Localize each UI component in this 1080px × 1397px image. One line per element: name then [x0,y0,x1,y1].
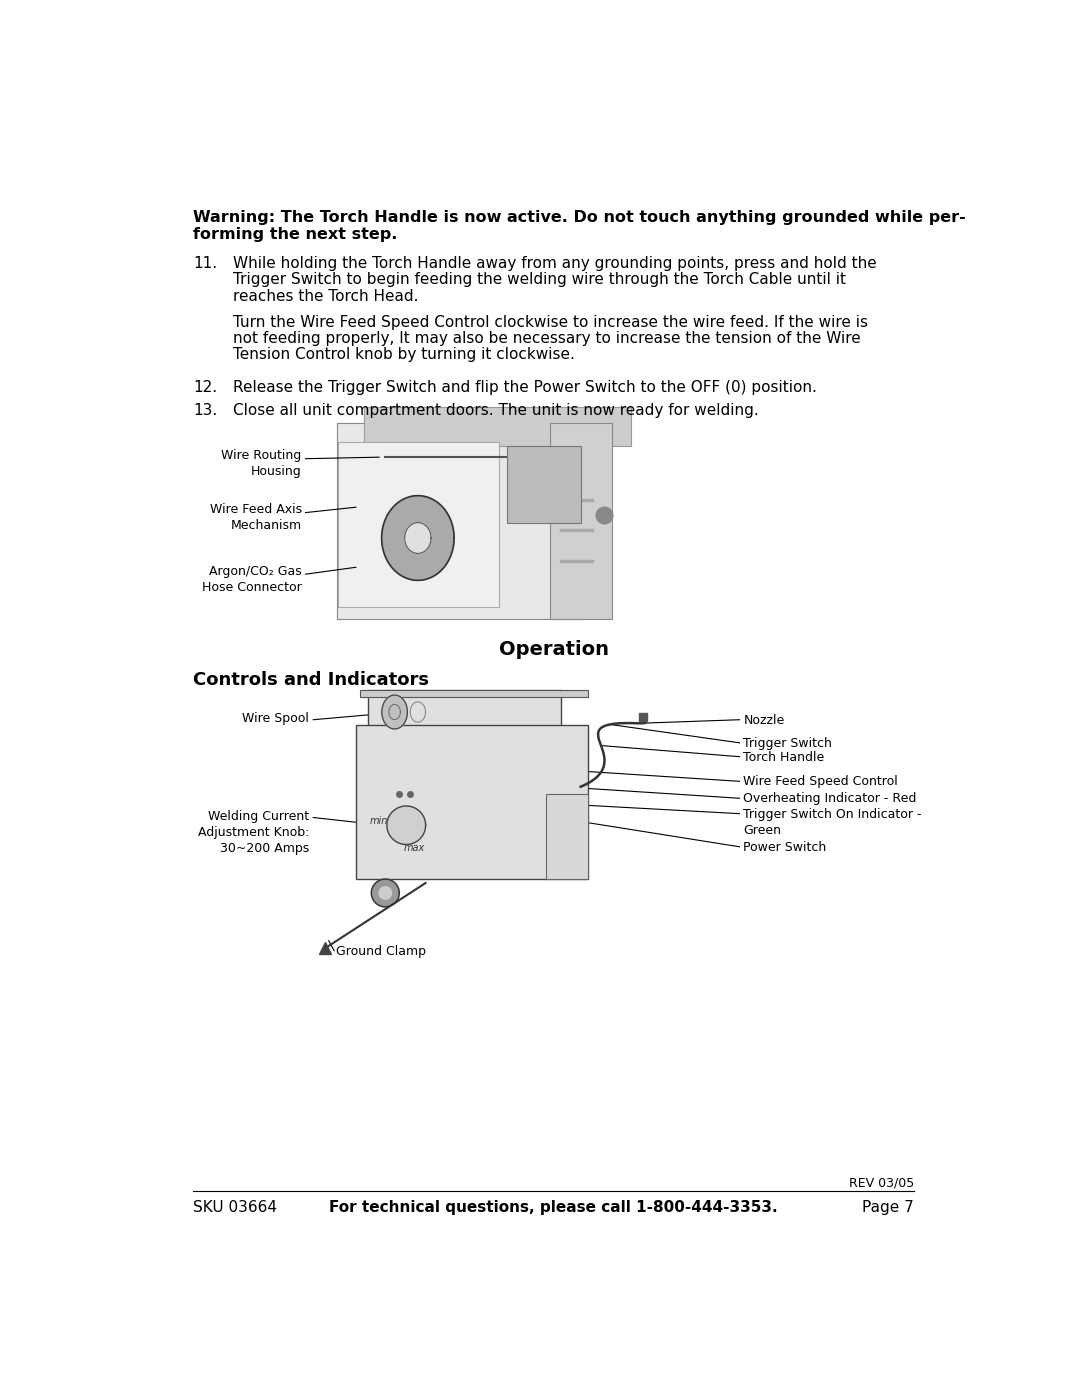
Text: Trigger Switch: Trigger Switch [743,736,833,750]
Bar [545,795,589,879]
Polygon shape [379,887,392,900]
Text: SKU 03664: SKU 03664 [193,1200,278,1215]
Text: Release the Trigger Switch and flip the Power Switch to the OFF (0) position.: Release the Trigger Switch and flip the … [233,380,818,395]
Text: forming the next step.: forming the next step. [193,226,397,242]
Text: Turn the Wire Feed Speed Control clockwise to increase the wire feed. If the wir: Turn the Wire Feed Speed Control clockwi… [233,314,868,330]
Text: 11.: 11. [193,256,217,271]
Text: Wire Routing
Housing: Wire Routing Housing [221,450,301,478]
Text: Controls and Indicators: Controls and Indicators [193,671,429,689]
Text: Operation: Operation [499,640,608,659]
Text: Close all unit compartment doors. The unit is now ready for welding.: Close all unit compartment doors. The un… [233,404,759,418]
Text: not feeding properly, It may also be necessary to increase the tension of the Wi: not feeding properly, It may also be nec… [233,331,861,346]
Polygon shape [387,806,426,844]
Text: 13.: 13. [193,404,217,418]
Bar [550,422,611,619]
Bar [364,407,631,446]
Text: REV 03/05: REV 03/05 [849,1176,914,1189]
Text: Trigger Switch On Indicator -
Green: Trigger Switch On Indicator - Green [743,807,922,837]
Bar [507,446,581,522]
Text: Wire Feed Speed Control: Wire Feed Speed Control [743,775,899,788]
Text: While holding the Torch Handle away from any grounding points, press and hold th: While holding the Torch Handle away from… [233,256,877,271]
Text: Wire Feed Axis
Mechanism: Wire Feed Axis Mechanism [210,503,301,532]
Text: Wire Spool: Wire Spool [243,712,309,725]
Text: Argon/CO₂ Gas
Hose Connector: Argon/CO₂ Gas Hose Connector [202,564,301,594]
Text: Tension Control knob by turning it clockwise.: Tension Control knob by turning it clock… [233,346,576,362]
Text: Page 7: Page 7 [862,1200,914,1215]
Polygon shape [382,696,407,729]
Bar [367,690,562,733]
Text: max: max [403,844,424,854]
Text: Power Switch: Power Switch [743,841,826,854]
Text: min: min [370,816,389,827]
Text: For technical questions, please call 1-800-444-3353.: For technical questions, please call 1-8… [329,1200,778,1215]
Bar [360,690,589,697]
Text: Overheating Indicator - Red: Overheating Indicator - Red [743,792,917,805]
Polygon shape [372,879,400,907]
Text: Warning: The Torch Handle is now active. Do not touch anything grounded while pe: Warning: The Torch Handle is now active.… [193,210,966,225]
Text: Torch Handle: Torch Handle [743,750,825,764]
Polygon shape [405,522,431,553]
Text: 12.: 12. [193,380,217,395]
Text: Nozzle: Nozzle [743,714,785,726]
Bar [338,441,499,608]
Text: Welding Current
Adjustment Knob:
30~200 Amps: Welding Current Adjustment Knob: 30~200 … [198,810,309,855]
Polygon shape [381,496,454,580]
Text: reaches the Torch Head.: reaches the Torch Head. [233,289,419,303]
Bar [337,422,589,619]
Text: Trigger Switch to begin feeding the welding wire through the Torch Cable until i: Trigger Switch to begin feeding the weld… [233,272,847,288]
Bar [356,725,589,879]
Text: Ground Clamp: Ground Clamp [337,944,427,957]
